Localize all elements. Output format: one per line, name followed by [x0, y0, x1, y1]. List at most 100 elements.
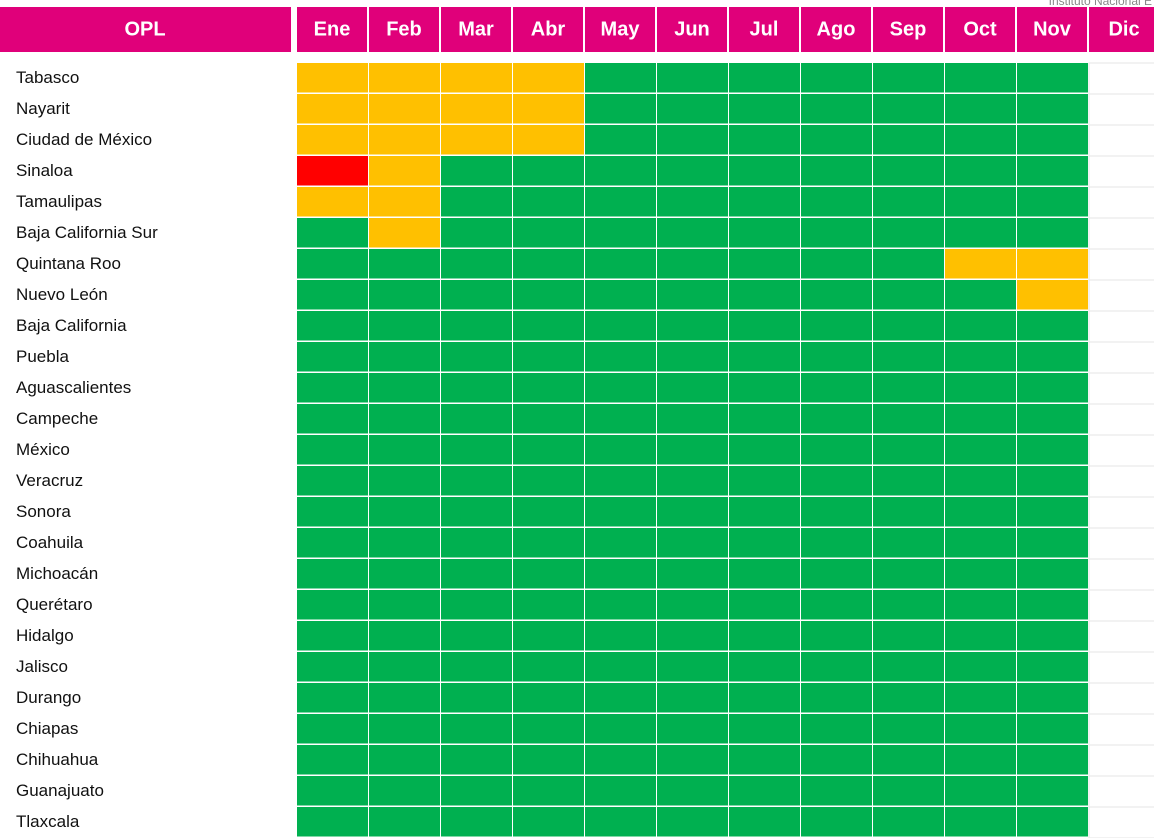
status-cell	[369, 590, 440, 620]
status-cell	[1017, 373, 1088, 403]
status-cell	[801, 249, 872, 279]
status-cell	[657, 187, 728, 217]
status-cell	[369, 683, 440, 713]
status-cell	[297, 776, 368, 806]
status-cell	[1017, 590, 1088, 620]
status-cell	[513, 435, 584, 465]
status-cell	[441, 466, 512, 496]
header-label: Dic	[1108, 18, 1139, 40]
empty-cell	[1088, 62, 1154, 95]
header-label: May	[601, 18, 641, 40]
status-cell	[369, 125, 440, 155]
status-cell	[1017, 249, 1088, 279]
row-label: Sonora	[16, 502, 71, 521]
status-cell	[585, 280, 656, 310]
status-cell	[513, 807, 584, 837]
status-cell	[729, 249, 800, 279]
status-cell	[585, 497, 656, 527]
empty-cell	[1088, 620, 1154, 653]
status-cell	[657, 621, 728, 651]
row-label: Guanajuato	[16, 781, 104, 800]
status-cell	[513, 559, 584, 589]
status-cell	[585, 807, 656, 837]
status-cell	[801, 683, 872, 713]
status-cell	[441, 311, 512, 341]
status-cell	[1017, 63, 1088, 93]
header-cell	[441, 7, 511, 52]
empty-cell	[1088, 248, 1154, 281]
status-cell	[873, 280, 944, 310]
status-cell	[1017, 714, 1088, 744]
status-cell	[945, 280, 1016, 310]
status-cell	[945, 218, 1016, 248]
status-cell	[513, 342, 584, 372]
status-cell	[441, 280, 512, 310]
status-cell	[873, 404, 944, 434]
status-cell	[1017, 807, 1088, 837]
status-cell	[729, 652, 800, 682]
status-cell	[801, 528, 872, 558]
status-cell	[585, 156, 656, 186]
status-cell	[441, 807, 512, 837]
status-cell	[1017, 311, 1088, 341]
status-cell	[369, 187, 440, 217]
status-cell	[873, 373, 944, 403]
header-cell	[801, 7, 871, 52]
row-label: Jalisco	[16, 657, 68, 676]
status-cell	[657, 63, 728, 93]
status-cell	[657, 652, 728, 682]
status-cell	[801, 776, 872, 806]
status-cell	[801, 311, 872, 341]
status-cell	[945, 559, 1016, 589]
status-cell	[369, 435, 440, 465]
row-label: Durango	[16, 688, 81, 707]
status-cell	[945, 156, 1016, 186]
header-label: Ene	[314, 18, 351, 40]
status-cell	[801, 745, 872, 775]
empty-cell	[1088, 217, 1154, 250]
status-cell	[441, 652, 512, 682]
status-cell	[945, 714, 1016, 744]
status-cell	[729, 807, 800, 837]
status-cell	[1017, 683, 1088, 713]
status-cell	[945, 683, 1016, 713]
status-cell	[441, 156, 512, 186]
status-cell	[369, 311, 440, 341]
status-cell	[657, 435, 728, 465]
status-cell	[873, 311, 944, 341]
status-cell	[369, 497, 440, 527]
status-cell	[945, 776, 1016, 806]
status-cell	[297, 590, 368, 620]
status-cell	[801, 404, 872, 434]
header-note: Instituto Nacional E	[1049, 0, 1152, 8]
status-cell	[657, 249, 728, 279]
status-cell	[873, 156, 944, 186]
status-cell	[585, 621, 656, 651]
status-cell	[513, 621, 584, 651]
status-cell	[369, 342, 440, 372]
status-cell	[1017, 466, 1088, 496]
row-label: Hidalgo	[16, 626, 74, 645]
status-cell	[801, 652, 872, 682]
status-cell	[441, 621, 512, 651]
status-cell	[657, 590, 728, 620]
status-cell	[657, 218, 728, 248]
status-cell	[873, 528, 944, 558]
status-cell	[945, 621, 1016, 651]
row-label: Campeche	[16, 409, 98, 428]
status-cell	[873, 435, 944, 465]
row-label: Nayarit	[16, 99, 70, 118]
empty-cell	[1088, 527, 1154, 560]
status-cell	[585, 404, 656, 434]
status-cell	[873, 683, 944, 713]
status-cell	[513, 218, 584, 248]
header-label: Nov	[1033, 18, 1072, 40]
status-cell	[801, 187, 872, 217]
status-cell	[1017, 497, 1088, 527]
status-cell	[945, 342, 1016, 372]
status-cell	[657, 497, 728, 527]
status-cell	[585, 559, 656, 589]
status-cell	[729, 466, 800, 496]
status-cell	[1017, 652, 1088, 682]
status-cell	[657, 94, 728, 124]
